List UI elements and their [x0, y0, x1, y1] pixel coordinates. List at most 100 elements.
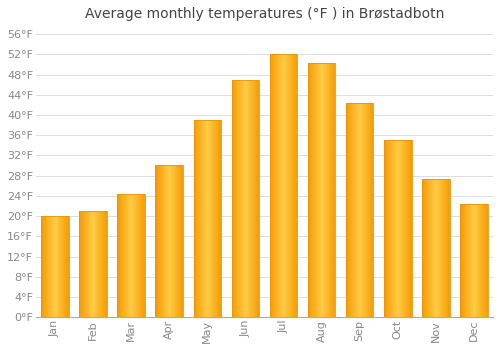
Bar: [90, 211, 91, 317]
Bar: [182, 164, 183, 317]
Bar: [122, 194, 123, 317]
Bar: [385, 140, 386, 317]
Bar: [99, 211, 100, 317]
Bar: [284, 54, 285, 317]
Bar: [62, 216, 63, 317]
Bar: [98, 211, 99, 317]
Bar: [362, 103, 363, 317]
Bar: [289, 54, 290, 317]
Bar: [386, 140, 387, 317]
Bar: [65, 216, 66, 317]
Bar: [353, 103, 354, 317]
Bar: [54, 216, 55, 317]
Bar: [361, 103, 362, 317]
Bar: [449, 179, 450, 317]
Bar: [280, 54, 281, 317]
Bar: [246, 79, 247, 317]
Bar: [399, 140, 400, 317]
Bar: [258, 79, 259, 317]
Bar: [330, 63, 331, 317]
Bar: [316, 63, 317, 317]
Bar: [144, 194, 145, 317]
Bar: [428, 179, 429, 317]
Bar: [52, 216, 54, 317]
Bar: [156, 164, 183, 317]
Bar: [47, 216, 48, 317]
Bar: [460, 204, 487, 317]
Bar: [278, 54, 279, 317]
Bar: [408, 140, 409, 317]
Bar: [411, 140, 412, 317]
Bar: [158, 164, 159, 317]
Bar: [475, 204, 476, 317]
Bar: [311, 63, 312, 317]
Bar: [333, 63, 334, 317]
Bar: [217, 120, 218, 317]
Bar: [440, 179, 441, 317]
Bar: [248, 79, 249, 317]
Bar: [141, 194, 142, 317]
Bar: [196, 120, 197, 317]
Bar: [393, 140, 394, 317]
Bar: [123, 194, 124, 317]
Bar: [434, 179, 435, 317]
Bar: [390, 140, 391, 317]
Bar: [295, 54, 296, 317]
Bar: [104, 211, 105, 317]
Bar: [396, 140, 398, 317]
Bar: [464, 204, 465, 317]
Bar: [93, 211, 94, 317]
Bar: [277, 54, 278, 317]
Bar: [365, 103, 366, 317]
Bar: [126, 194, 128, 317]
Bar: [208, 120, 209, 317]
Bar: [308, 63, 336, 317]
Bar: [142, 194, 143, 317]
Bar: [210, 120, 211, 317]
Title: Average monthly temperatures (°F ) in Brøstadbotn: Average monthly temperatures (°F ) in Br…: [85, 7, 444, 21]
Bar: [472, 204, 473, 317]
Bar: [294, 54, 295, 317]
Bar: [237, 79, 238, 317]
Bar: [232, 79, 233, 317]
Bar: [170, 164, 171, 317]
Bar: [119, 194, 120, 317]
Bar: [366, 103, 367, 317]
Bar: [425, 179, 426, 317]
Bar: [470, 204, 472, 317]
Bar: [43, 216, 44, 317]
Bar: [273, 54, 274, 317]
Bar: [355, 103, 356, 317]
Bar: [57, 216, 58, 317]
Bar: [326, 63, 327, 317]
Bar: [233, 79, 234, 317]
Bar: [176, 164, 177, 317]
Bar: [95, 211, 96, 317]
Bar: [468, 204, 469, 317]
Bar: [347, 103, 348, 317]
Bar: [56, 216, 57, 317]
Bar: [432, 179, 433, 317]
Bar: [463, 204, 464, 317]
Bar: [406, 140, 407, 317]
Bar: [245, 79, 246, 317]
Bar: [166, 164, 167, 317]
Bar: [41, 216, 42, 317]
Bar: [409, 140, 410, 317]
Bar: [219, 120, 220, 317]
Bar: [389, 140, 390, 317]
Bar: [484, 204, 485, 317]
Bar: [320, 63, 321, 317]
Bar: [129, 194, 130, 317]
Bar: [121, 194, 122, 317]
Bar: [372, 103, 373, 317]
Bar: [84, 211, 85, 317]
Bar: [439, 179, 440, 317]
Bar: [438, 179, 439, 317]
Bar: [348, 103, 350, 317]
Bar: [308, 63, 309, 317]
Bar: [50, 216, 51, 317]
Bar: [433, 179, 434, 317]
Bar: [313, 63, 314, 317]
Bar: [395, 140, 396, 317]
